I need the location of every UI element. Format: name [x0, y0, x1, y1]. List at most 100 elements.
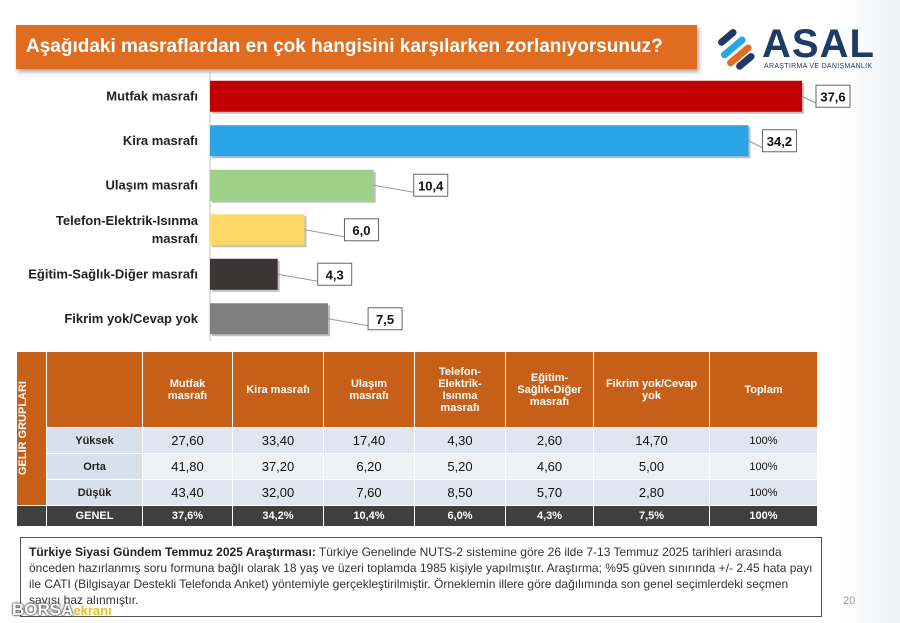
label-leader-line: [327, 318, 369, 327]
table-cell: 5,00: [593, 453, 710, 480]
table-total-cell: 100%: [709, 427, 818, 454]
table-row: Düşük 43,40 32,00 7,60 8,50 5,70 2,80 10…: [17, 479, 818, 506]
value-label-box: [761, 129, 797, 153]
general-cell: 4,3%: [505, 505, 594, 527]
general-row: GENEL 37,6% 34,2% 10,4% 6,0% 4,3% 7,5% 1…: [16, 505, 818, 527]
value-label-box: [343, 218, 379, 242]
watermark-part2: ekranı: [73, 603, 112, 618]
label-leader-line: [373, 184, 414, 193]
value-label: 4,3: [326, 267, 344, 282]
category-label: masrafı: [152, 231, 198, 246]
header-cell: Kira masrafı: [232, 351, 324, 428]
bar: [210, 169, 374, 201]
category-label: Ulaşım masrafı: [106, 177, 199, 192]
bar: [210, 258, 278, 290]
category-label: Eğitim-Sağlık-Diğer masrafı: [28, 266, 198, 281]
value-label: 34,2: [767, 134, 792, 149]
table-cell: 5,70: [505, 479, 594, 506]
watermark: BORSAekranı: [12, 600, 112, 620]
side-label-cell: GELİR GRUPLARI: [16, 351, 47, 506]
logo-subtitle: ARAŞTIRMA VE DANIŞMANLIK: [764, 63, 873, 70]
bar: [210, 303, 329, 335]
label-leader-line: [801, 95, 817, 104]
side-label: GELİR GRUPLARI: [17, 381, 29, 476]
header-label-line: masrafı: [440, 401, 480, 414]
row-label: Yüksek: [46, 427, 143, 454]
table-cell: 32,00: [232, 479, 324, 506]
methodology-note: Türkiye Siyasi Gündem Temmuz 2025 Araştı…: [20, 537, 822, 617]
header-label-line: Kira masrafı: [246, 383, 310, 396]
category-label: Fikrim yok/Cevap yok: [64, 311, 198, 326]
asal-logo-mark-icon: [718, 29, 755, 70]
page-title: Aşağıdaki masraflardan en çok hangisini …: [26, 36, 663, 57]
label-leader-line: [304, 229, 345, 238]
value-label: 6,0: [352, 223, 370, 238]
logo-wordmark: ASAL: [762, 22, 875, 66]
table-cell: 17,40: [323, 427, 415, 454]
general-side-cell: [16, 505, 47, 527]
header-label-line: masrafı: [167, 389, 208, 402]
bar: [210, 214, 305, 246]
header-cell: Mutfak masrafı: [142, 351, 233, 428]
table-cell: 2,60: [505, 427, 594, 454]
general-label: GENEL: [46, 505, 143, 527]
table-cell: 7,60: [323, 479, 415, 506]
header-label-line: yok: [642, 389, 661, 402]
row-label: Orta: [46, 453, 143, 480]
label-leader-line: [277, 273, 318, 282]
value-label: 10,4: [418, 178, 444, 193]
table-cell: 33,40: [232, 427, 324, 454]
row-label: Düşük: [46, 479, 143, 506]
category-label: Mutfak masrafı: [106, 88, 198, 103]
header-label-line: Toplam: [744, 383, 783, 396]
table-cell: 8,50: [414, 479, 506, 506]
table-cell: 5,20: [414, 453, 506, 480]
table-total-cell: 100%: [709, 453, 818, 480]
value-label: 7,5: [376, 312, 394, 327]
general-cell: 37,6%: [142, 505, 233, 527]
table-row: Orta 41,80 37,20 6,20 5,20 4,60 5,00 100…: [17, 453, 818, 480]
category-label: Kira masrafı: [123, 133, 198, 148]
header-label-line: Fikrim yok/Cevap: [605, 377, 698, 390]
header-cell: Eğitim- Sağlık-Diğer masrafı: [505, 351, 594, 428]
general-cell: 34,2%: [232, 505, 324, 527]
label-leader-line: [748, 140, 763, 149]
title-banner: Aşağıdaki masraflardan en çok hangisini …: [16, 25, 697, 69]
value-label-box: [815, 84, 851, 108]
value-label: 37,6: [820, 89, 845, 104]
header-label-line: Mutfak: [169, 377, 206, 390]
page-number: 20: [843, 595, 856, 607]
header-cell: Telefon- Elektrik- Isınma masrafı: [414, 351, 506, 428]
table-cell: 4,60: [505, 453, 594, 480]
header-empty: [46, 351, 143, 428]
header-label-line: Eğitim-: [530, 371, 569, 384]
header-cell: Toplam: [709, 351, 818, 428]
watermark-part1: BORSA: [12, 600, 74, 619]
general-cell: 10,4%: [323, 505, 415, 527]
table-cell: 43,40: [142, 479, 233, 506]
category-label: Telefon-Elektrik-Isınma: [56, 213, 199, 228]
value-label-box: [317, 262, 353, 286]
table-row: Yüksek 27,60 33,40 17,40 4,30 2,60 14,70…: [17, 427, 818, 454]
table-cell: 6,20: [323, 453, 415, 480]
value-label-box: [367, 307, 403, 331]
header-cell: Fikrim yok/Cevap yok: [593, 351, 710, 428]
header-label-line: Telefon-: [439, 365, 481, 378]
bar: [210, 80, 802, 112]
asal-logo: ASAL ARAŞTIRMA VE DANIŞMANLIK: [712, 22, 882, 74]
header-label-line: Sağlık-Diğer: [517, 383, 582, 396]
header-label-line: Elektrik-: [438, 377, 482, 390]
table-cell: 4,30: [414, 427, 506, 454]
general-cell: 6,0%: [414, 505, 506, 527]
header-cell: Ulaşım masrafı: [323, 351, 415, 428]
table-cell: 2,80: [593, 479, 710, 506]
income-group-table: GELİR GRUPLARI Mutfak masrafı Kira masraf…: [16, 351, 818, 527]
table-cell: 41,80: [142, 453, 233, 480]
general-cell: 7,5%: [593, 505, 710, 527]
header-label-line: Ulaşım: [350, 377, 388, 390]
note-text: Türkiye Genelinde NUTS-2 sistemine göre …: [29, 545, 813, 607]
header-label-line: masrafı: [529, 395, 570, 408]
header-label-line: masrafı: [349, 389, 389, 402]
table-cell: 27,60: [142, 427, 233, 454]
value-label-box: [413, 173, 449, 197]
